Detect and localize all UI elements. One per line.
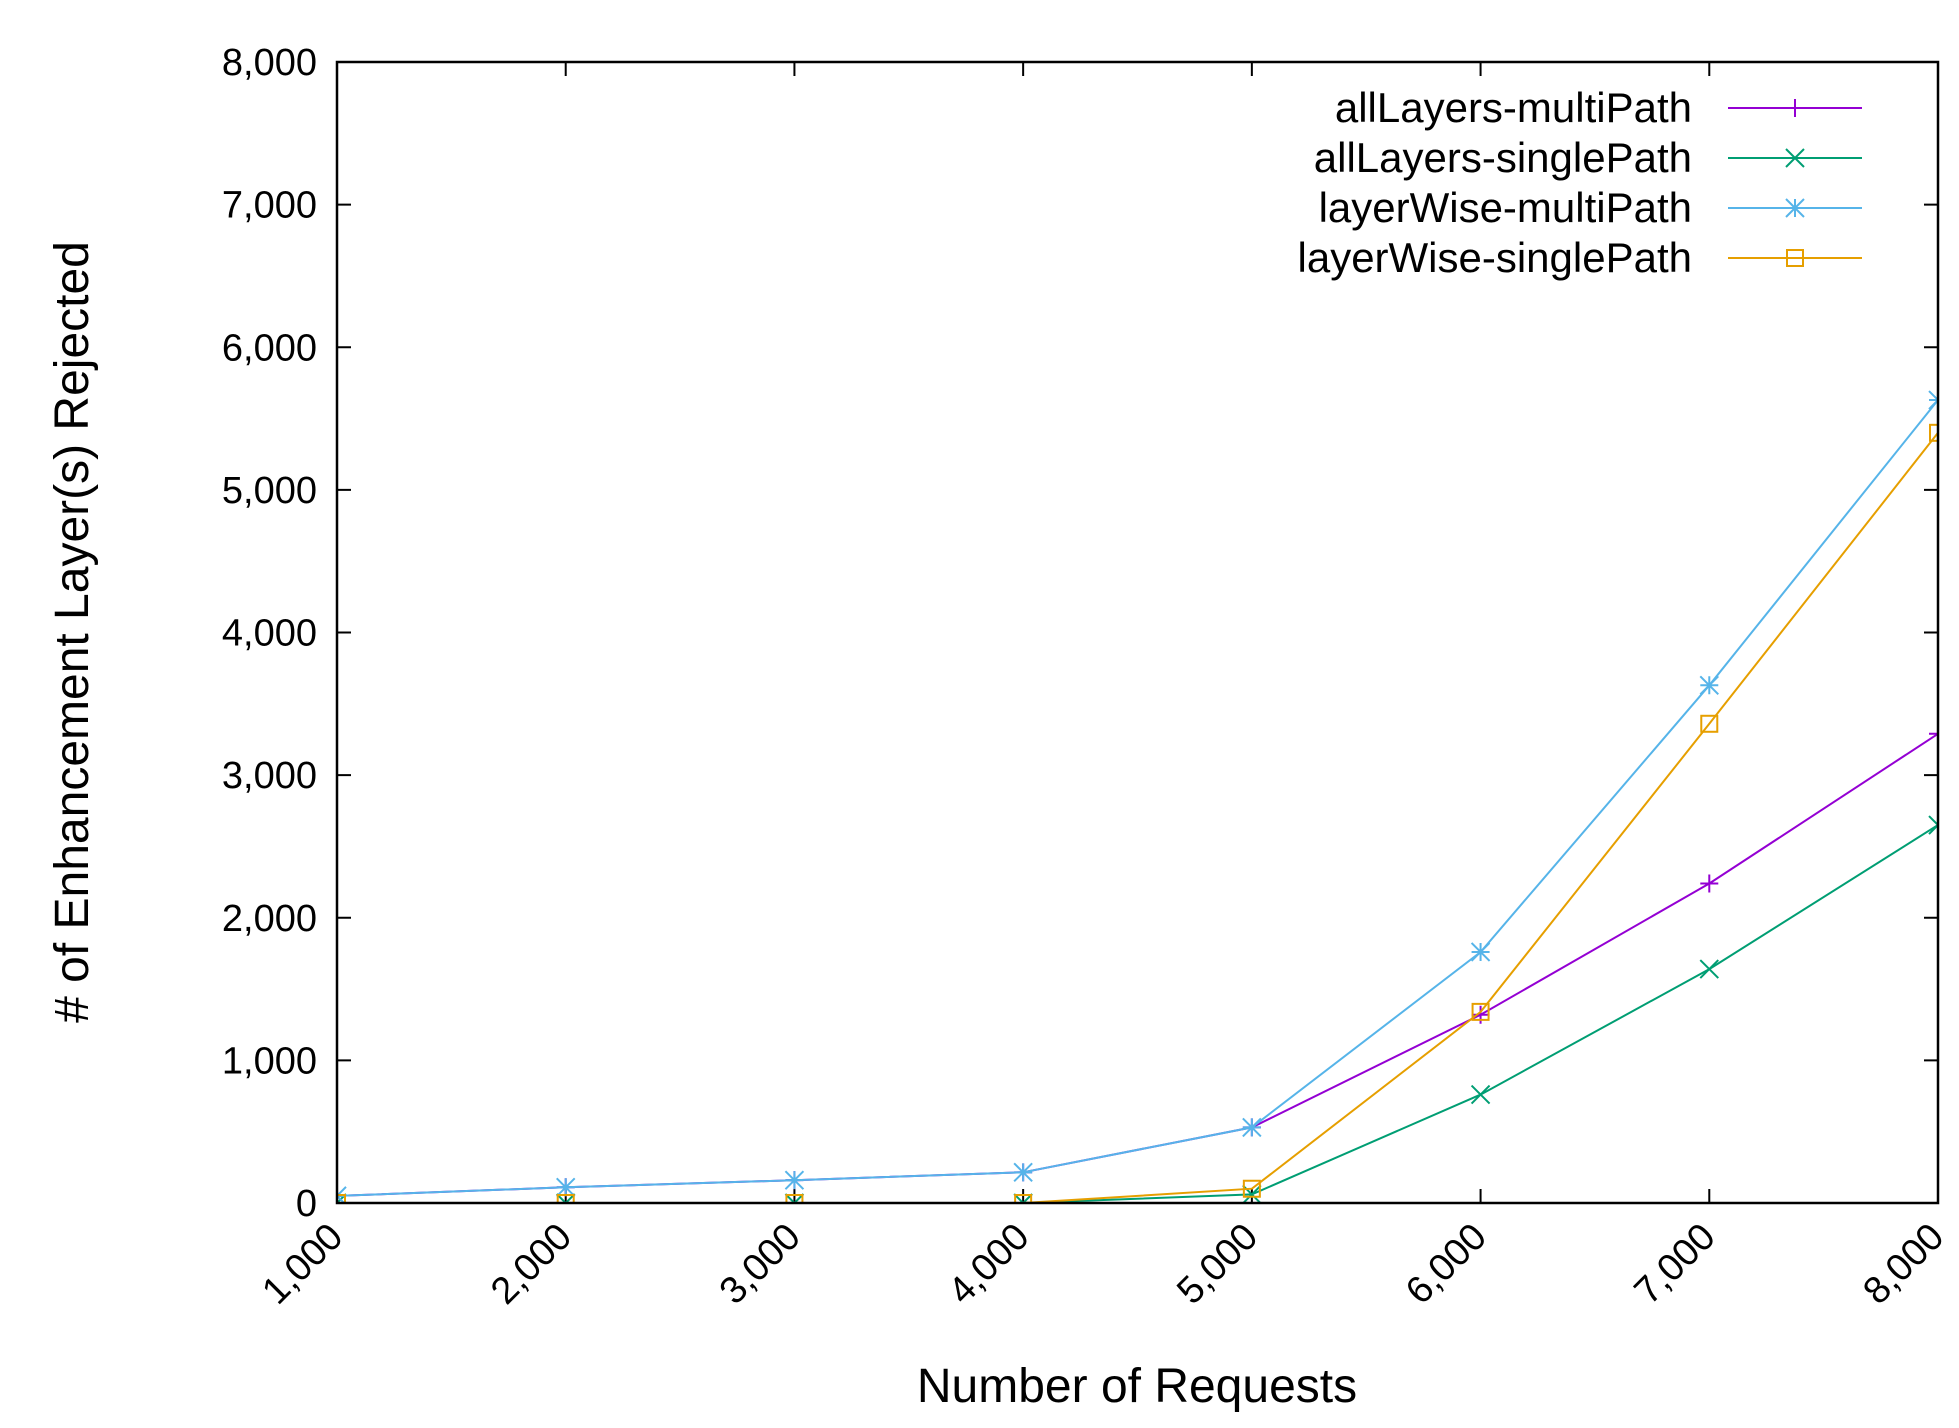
data-point — [556, 1193, 576, 1203]
y-tick-labels: 0 1,000 2,000 3,000 4,000 5,000 6,000 7,000 8,00… — [222, 42, 317, 1225]
data-point — [1471, 1002, 1490, 1021]
data-point — [1929, 423, 1938, 442]
y-tick-label: 6,000 — [222, 327, 317, 369]
data-point — [1242, 1117, 1262, 1138]
series-line — [337, 399, 1938, 1197]
data-series — [337, 390, 1938, 1203]
data-point — [1785, 198, 1805, 218]
data-point — [1699, 675, 1719, 695]
data-point — [337, 1193, 347, 1203]
legend-item: layerWise-multiPath — [1319, 184, 1862, 231]
legend-label: layerWise-singlePath — [1298, 234, 1693, 281]
data-point — [1929, 724, 1938, 743]
y-tick-label: 8,000 — [222, 42, 317, 84]
data-point — [1700, 714, 1719, 733]
data-point — [1013, 1193, 1033, 1203]
legend-label: allLayers-singlePath — [1314, 134, 1692, 181]
data-point — [785, 1194, 804, 1203]
legend: allLayers-multiPathallLayers-singlePathl… — [1298, 84, 1862, 281]
y-tick-label: 5,000 — [222, 470, 317, 512]
y-tick-label: 1,000 — [222, 1040, 317, 1082]
x-axis-label: Number of Requests — [917, 1360, 1357, 1413]
data-point — [556, 1194, 575, 1203]
data-point — [1786, 99, 1804, 117]
data-point — [784, 1193, 805, 1203]
data-point — [1928, 815, 1938, 835]
y-axis-label: # of Enhancement Layer(s) Rejected — [46, 241, 99, 1023]
data-point — [1470, 942, 1491, 962]
y-tick-label: 7,000 — [222, 185, 317, 227]
legend-item: allLayers-singlePath — [1314, 134, 1862, 181]
series-allLayers-singlePath — [337, 815, 1938, 1203]
data-point — [1242, 1179, 1261, 1198]
legend-label: layerWise-multiPath — [1319, 184, 1692, 231]
legend-label: allLayers-multiPath — [1335, 84, 1692, 131]
data-point — [556, 1177, 576, 1198]
plot-frame — [335, 60, 1940, 1205]
y-tick-label: 3,000 — [222, 755, 317, 797]
legend-item: layerWise-singlePath — [1298, 234, 1862, 281]
data-point — [1014, 1194, 1033, 1203]
data-point — [1699, 959, 1719, 979]
y-tick-label: 4,000 — [222, 613, 317, 655]
data-point — [784, 1170, 805, 1190]
series-line — [337, 432, 1938, 1203]
data-point — [1013, 1162, 1033, 1183]
data-point — [1785, 148, 1805, 168]
series-layerWise-multiPath — [337, 390, 1938, 1203]
y-tick-label: 0 — [296, 1183, 317, 1225]
data-point — [1470, 1084, 1491, 1105]
y-tick-label: 2,000 — [222, 898, 317, 940]
series-line — [337, 824, 1938, 1203]
data-point — [1700, 874, 1719, 893]
data-point — [1786, 249, 1804, 267]
series-layerWise-singlePath — [337, 423, 1938, 1203]
legend-item: allLayers-multiPath — [1335, 84, 1862, 131]
